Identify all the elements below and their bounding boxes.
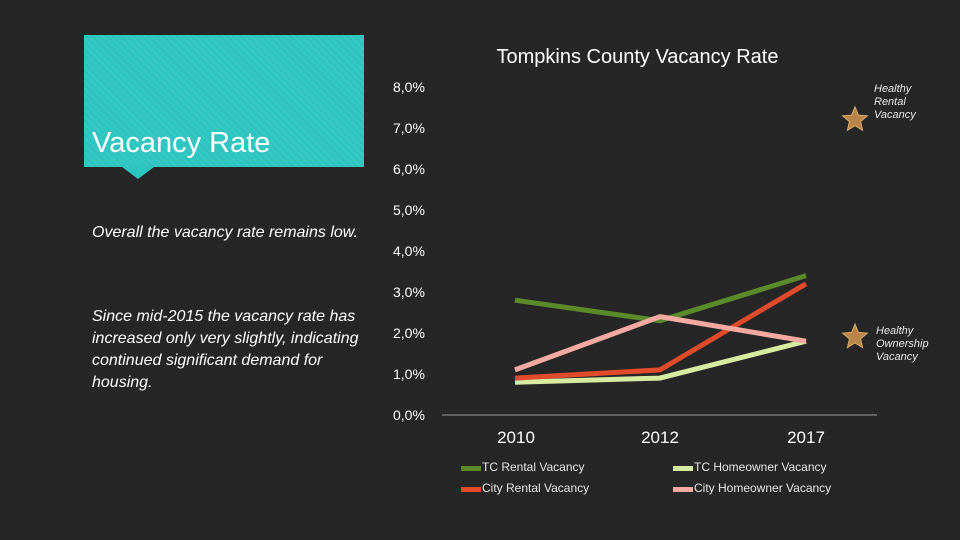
healthy-rental-star-icon bbox=[841, 105, 869, 132]
legend-swatch bbox=[673, 466, 693, 471]
legend-label: TC Rental Vacancy bbox=[482, 460, 585, 474]
x-tick-label: 2017 bbox=[787, 428, 825, 447]
series-line-city-homeowner-vacancy bbox=[514, 314, 807, 373]
legend-swatch bbox=[461, 487, 481, 492]
section-heading: Vacancy Rate bbox=[92, 127, 271, 159]
legend-swatch bbox=[673, 487, 693, 492]
y-tick-label: 0,0% bbox=[393, 407, 425, 423]
y-tick-label: 5,0% bbox=[393, 202, 425, 218]
y-tick-label: 1,0% bbox=[393, 366, 425, 382]
series-line-tc-rental-vacancy bbox=[514, 273, 807, 324]
series-line-city-rental-vacancy bbox=[514, 281, 808, 381]
y-tick-label: 4,0% bbox=[393, 243, 425, 259]
healthy-ownership-annotation: Healthy Ownership Vacancy bbox=[876, 325, 929, 363]
legend-swatch bbox=[461, 466, 481, 471]
legend-label: City Homeowner Vacancy bbox=[694, 481, 832, 495]
legend-label: TC Homeowner Vacancy bbox=[694, 460, 827, 474]
healthy-ownership-star-icon bbox=[841, 322, 869, 349]
y-tick-label: 7,0% bbox=[393, 120, 425, 136]
healthy-rental-annotation: Healthy Rental Vacancy bbox=[874, 83, 916, 121]
series-line-tc-homeowner-vacancy bbox=[514, 338, 807, 385]
title-card: Vacancy Rate bbox=[84, 35, 364, 179]
y-tick-label: 6,0% bbox=[393, 161, 425, 177]
chart-title: Tompkins County Vacancy Rate bbox=[496, 46, 779, 68]
y-tick-label: 3,0% bbox=[393, 284, 425, 300]
x-tick-label: 2012 bbox=[641, 428, 679, 447]
y-tick-label: 2,0% bbox=[393, 325, 425, 341]
y-tick-label: 8,0% bbox=[393, 79, 425, 95]
x-tick-label: 2010 bbox=[497, 428, 535, 447]
detail-paragraph: Since mid-2015 the vacancy rate has incr… bbox=[92, 308, 359, 391]
summary-paragraph: Overall the vacancy rate remains low. bbox=[92, 224, 358, 241]
legend-label: City Rental Vacancy bbox=[482, 481, 590, 495]
title-card-notch bbox=[122, 167, 154, 179]
